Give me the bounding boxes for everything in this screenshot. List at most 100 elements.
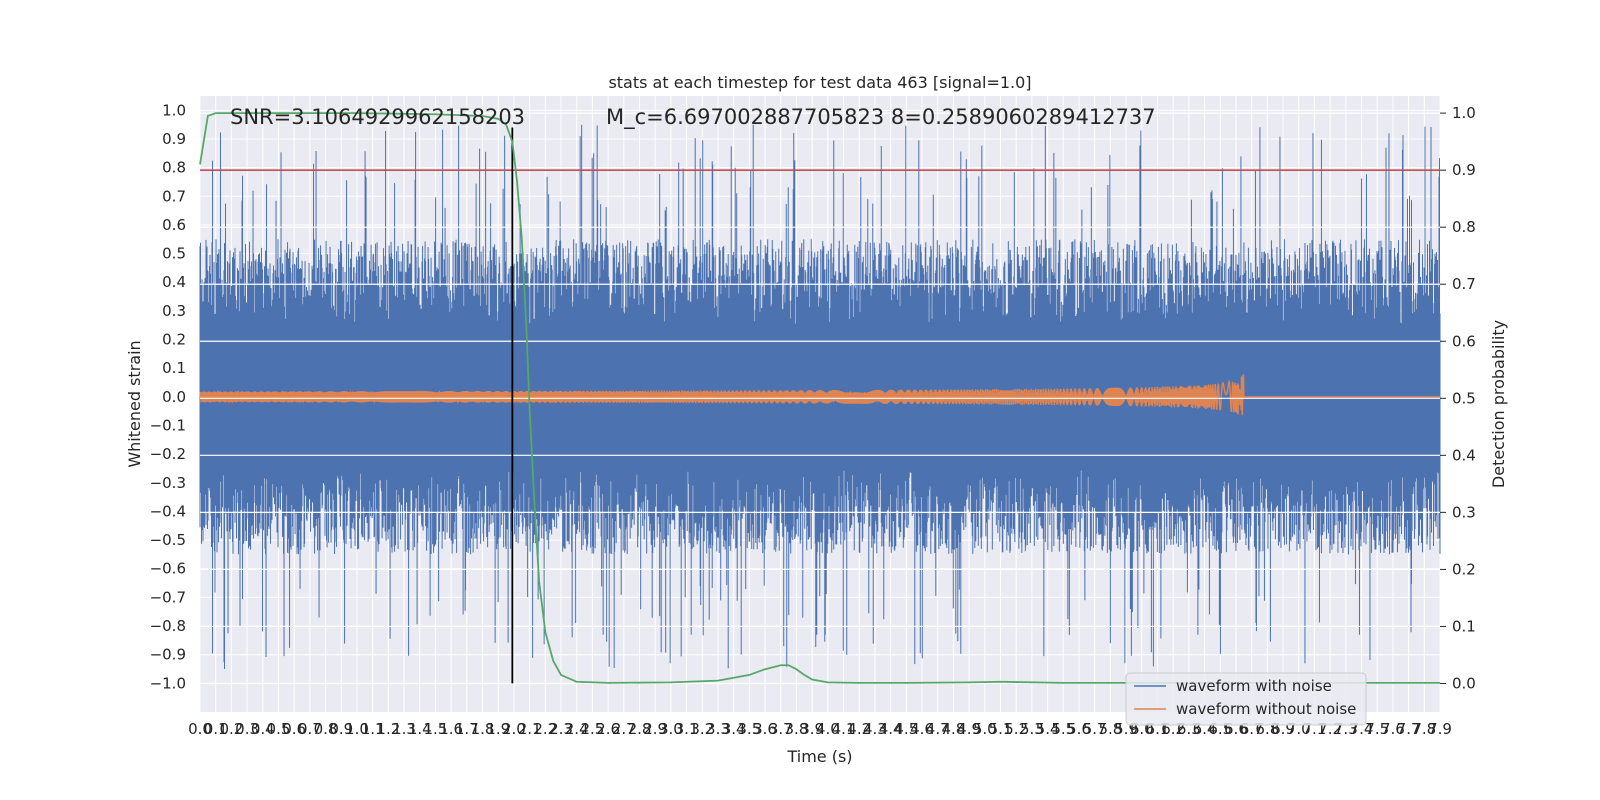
x-tick-label: 4.5 xyxy=(894,720,918,738)
x-tick-label: 2.3 xyxy=(549,720,573,738)
x-tick-label: 3.4 xyxy=(722,720,746,738)
y-axis-left-ticks: 1.0 0.9 0.8 0.7 0.6 0.5 0.4 0.3 0.2 0.1 0.0 −0.1 −0.… xyxy=(150,101,186,692)
y-right-tick-label: 0.0 xyxy=(1452,674,1476,692)
y-left-tick-label: 0.3 xyxy=(162,302,186,320)
x-tick-label: 3.2 xyxy=(690,720,714,738)
x-tick-label: 0.1 xyxy=(204,720,228,738)
y-axis-right-label: Detection probability xyxy=(1489,320,1508,488)
y-left-tick-label: −0.3 xyxy=(150,474,186,492)
chart-title: stats at each timestep for test data 463… xyxy=(608,73,1031,92)
x-tick-label: 4.2 xyxy=(847,720,871,738)
x-tick-label: 3.8 xyxy=(785,720,809,738)
snr-annotation: SNR=3.1064929962158203 xyxy=(230,105,525,129)
y-right-tick-label: 0.8 xyxy=(1452,218,1476,236)
y-left-tick-label: 0.6 xyxy=(162,216,186,234)
x-tick-label: 3.1 xyxy=(675,720,699,738)
y-left-tick-label: −0.2 xyxy=(150,445,186,463)
x-tick-label: 0.7 xyxy=(298,720,322,738)
x-tick-label: 0.4 xyxy=(251,720,275,738)
x-tick-label: 2.2 xyxy=(533,720,557,738)
y-axis-right-ticks: 1.0 0.9 0.8 0.7 0.6 0.5 0.4 0.3 0.2 0.1 0.0 xyxy=(1440,104,1476,692)
x-tick-label: 2.8 xyxy=(628,720,652,738)
detection-probability-line xyxy=(199,112,1440,684)
x-tick-label: 5.8 xyxy=(1098,720,1122,738)
x-tick-label: 4.7 xyxy=(926,720,950,738)
y-left-tick-label: −1.0 xyxy=(150,674,186,692)
y-right-tick-label: 0.7 xyxy=(1452,275,1476,293)
x-tick-label: 7.6 xyxy=(1381,720,1405,738)
x-tick-label: 2.4 xyxy=(565,720,589,738)
y-left-tick-label: 0.9 xyxy=(162,130,186,148)
x-tick-label: 1.2 xyxy=(376,720,400,738)
y-left-tick-label: 0.7 xyxy=(162,187,186,205)
x-tick-label: 1.1 xyxy=(361,720,385,738)
x-tick-label: 1.7 xyxy=(455,720,479,738)
x-tick-label: 4.1 xyxy=(832,720,856,738)
x-tick-label: 2.7 xyxy=(612,720,636,738)
x-tick-label: 5.4 xyxy=(1036,720,1060,738)
x-tick-label: 1.3 xyxy=(392,720,416,738)
x-tick-label: 5.3 xyxy=(1020,720,1044,738)
x-tick-label: 2.1 xyxy=(518,720,542,738)
x-tick-label: 4.0 xyxy=(816,720,840,738)
x-tick-label: 2.9 xyxy=(643,720,667,738)
series-detection-probability xyxy=(199,112,1440,684)
legend: waveform with noise waveform without noi… xyxy=(1125,672,1367,726)
y-left-tick-label: 0.2 xyxy=(162,331,186,349)
x-tick-label: 3.0 xyxy=(659,720,683,738)
legend-box xyxy=(1125,672,1367,726)
waveform-without-noise-line xyxy=(199,374,1440,416)
x-tick-label: 1.8 xyxy=(471,720,495,738)
x-axis-label: Time (s) xyxy=(786,747,852,766)
x-tick-label: 0.6 xyxy=(282,720,306,738)
x-tick-label: 2.5 xyxy=(580,720,604,738)
x-tick-label: 1.0 xyxy=(345,720,369,738)
x-tick-label: 0.0 xyxy=(188,720,212,738)
y-left-tick-label: −0.5 xyxy=(150,531,186,549)
y-left-tick-label: 1.0 xyxy=(162,101,186,119)
x-tick-label: 3.9 xyxy=(800,720,824,738)
y-left-tick-label: 0.5 xyxy=(162,245,186,263)
y-right-tick-label: 0.3 xyxy=(1452,503,1476,521)
legend-label-clean: waveform without noise xyxy=(1176,700,1356,718)
y-right-tick-label: 0.1 xyxy=(1452,617,1476,635)
x-tick-label: 5.7 xyxy=(1083,720,1107,738)
x-tick-label: 5.6 xyxy=(1067,720,1091,738)
x-tick-label: 2.6 xyxy=(596,720,620,738)
y-right-tick-label: 0.4 xyxy=(1452,446,1476,464)
x-tick-label: 3.5 xyxy=(737,720,761,738)
y-left-tick-label: −0.7 xyxy=(150,588,186,606)
x-tick-label: 3.6 xyxy=(753,720,777,738)
x-tick-label: 5.1 xyxy=(989,720,1013,738)
y-axis-left-label: Whitened strain xyxy=(125,340,144,467)
x-tick-label: 7.9 xyxy=(1428,720,1452,738)
series-waveform-without-noise xyxy=(199,374,1440,416)
x-tick-label: 0.3 xyxy=(235,720,259,738)
x-tick-label: 4.4 xyxy=(879,720,903,738)
y-left-tick-label: −0.1 xyxy=(150,416,186,434)
y-left-tick-label: −0.9 xyxy=(150,646,186,664)
x-tick-label: 5.0 xyxy=(973,720,997,738)
x-tick-label: 7.8 xyxy=(1412,720,1436,738)
x-tick-label: 1.6 xyxy=(439,720,463,738)
x-tick-label: 4.3 xyxy=(863,720,887,738)
x-tick-label: 0.8 xyxy=(314,720,338,738)
y-left-tick-label: −0.6 xyxy=(150,560,186,578)
x-tick-label: 7.5 xyxy=(1365,720,1389,738)
y-right-tick-label: 0.9 xyxy=(1452,161,1476,179)
y-left-tick-label: 0.4 xyxy=(162,273,186,291)
x-tick-label: 5.5 xyxy=(1051,720,1075,738)
x-tick-label: 1.4 xyxy=(408,720,432,738)
y-left-tick-label: −0.8 xyxy=(150,617,186,635)
x-tick-label: 1.9 xyxy=(486,720,510,738)
legend-label-noise: waveform with noise xyxy=(1176,677,1332,695)
y-right-tick-label: 0.6 xyxy=(1452,332,1476,350)
x-tick-label: 0.5 xyxy=(267,720,291,738)
x-tick-label: 4.9 xyxy=(957,720,981,738)
x-tick-label: 1.5 xyxy=(424,720,448,738)
x-tick-label: 4.6 xyxy=(910,720,934,738)
y-right-tick-label: 0.5 xyxy=(1452,389,1476,407)
y-left-tick-label: 0.1 xyxy=(162,359,186,377)
y-left-tick-label: 0.8 xyxy=(162,159,186,177)
